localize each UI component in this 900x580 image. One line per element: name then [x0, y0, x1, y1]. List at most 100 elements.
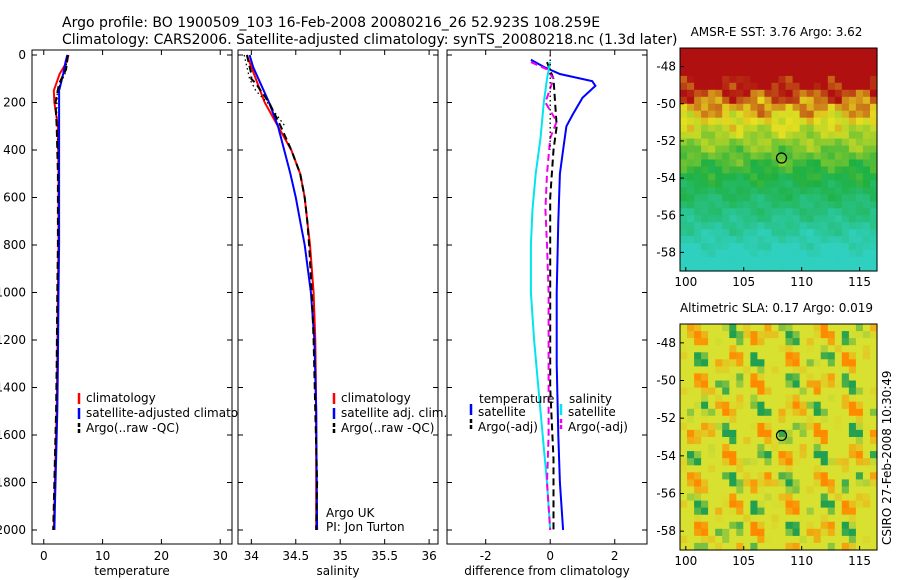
- heatmap-cell: [729, 437, 737, 445]
- heatmap-cell: [701, 194, 709, 202]
- heatmap-cell: [687, 437, 695, 445]
- heatmap-cell: [806, 338, 815, 346]
- heatmap-cell: [792, 180, 801, 188]
- heatmap-cell: [771, 243, 780, 251]
- heatmap-cell: [834, 61, 843, 70]
- heatmap-cell: [736, 145, 744, 154]
- heatmap-cell: [722, 194, 730, 202]
- heatmap-cell: [778, 75, 787, 84]
- heatmap-cell: [680, 542, 688, 551]
- heatmap-cell: [862, 408, 871, 417]
- heatmap-cell: [750, 159, 758, 168]
- heatmap-cell: [813, 429, 822, 438]
- heatmap-cell: [848, 408, 857, 417]
- heatmap-cell: [841, 103, 850, 112]
- heatmap-cell: [799, 180, 808, 188]
- heatmap-cell: [757, 324, 765, 332]
- heatmap-cell: [743, 465, 751, 473]
- heatmap-cell: [855, 75, 864, 84]
- heatmap-cell: [694, 110, 702, 119]
- heatmap-cell: [841, 68, 850, 77]
- heatmap-cell: [687, 486, 695, 495]
- series-line-argo-raw-qc-: [52, 54, 69, 531]
- heatmap-cell: [792, 110, 801, 119]
- x-tick-label: -2: [480, 549, 492, 563]
- heatmap-cell: [827, 159, 836, 168]
- heatmap-cell: [680, 250, 688, 258]
- heatmap-cell: [771, 89, 780, 98]
- heatmap-cell: [687, 451, 695, 459]
- heatmap-cell: [862, 89, 871, 98]
- heatmap-cell: [806, 201, 815, 209]
- heatmap-cell: [870, 514, 878, 523]
- heatmap-cell: [834, 131, 843, 140]
- heatmap-cell: [708, 222, 716, 230]
- heatmap-cell: [806, 429, 815, 438]
- heatmap-cell: [799, 145, 808, 154]
- heatmap-cell: [687, 401, 695, 410]
- heatmap-cell: [687, 250, 695, 258]
- heatmap-cell: [841, 324, 850, 332]
- heatmap-cell: [778, 345, 787, 353]
- heatmap-cell: [827, 82, 836, 91]
- heatmap-cell: [757, 152, 765, 161]
- heatmap-cell: [680, 514, 688, 523]
- heatmap-cell: [708, 264, 716, 272]
- heatmap-cell: [736, 243, 744, 251]
- heatmap-cell: [771, 180, 780, 188]
- heatmap-cell: [820, 194, 829, 202]
- heatmap-cell: [785, 96, 794, 105]
- heatmap-cell: [743, 528, 751, 537]
- heatmap-cell: [771, 194, 780, 202]
- x-tick-label: 0: [40, 549, 48, 563]
- heatmap-cell: [708, 373, 716, 382]
- heatmap-cell: [708, 366, 716, 375]
- heatmap-cell: [870, 55, 878, 63]
- heatmap-cell: [680, 366, 688, 375]
- heatmap-cell: [750, 479, 758, 488]
- heatmap-cell: [827, 173, 836, 181]
- heatmap-cell: [870, 507, 878, 516]
- heatmap-cell: [855, 124, 864, 133]
- heatmap-cell: [834, 415, 843, 424]
- heatmap-cell: [757, 394, 765, 403]
- heatmap-cell: [771, 250, 780, 258]
- heatmap-cell: [736, 166, 744, 175]
- heatmap-cell: [862, 458, 871, 466]
- heatmap-cell: [834, 359, 843, 367]
- heatmap-cell: [687, 152, 695, 161]
- heatmap-cell: [820, 486, 829, 495]
- heatmap-cell: [722, 429, 730, 438]
- heatmap-cell: [764, 82, 772, 91]
- heatmap-cell: [715, 521, 723, 530]
- heatmap-cell: [715, 493, 723, 502]
- heatmap-cell: [813, 366, 822, 375]
- heatmap-cell: [708, 458, 716, 466]
- heatmap-cell: [813, 373, 822, 382]
- heatmap-cell: [834, 401, 843, 410]
- heatmap-cell: [778, 359, 787, 367]
- heatmap-cell: [834, 166, 843, 175]
- heatmap-cell: [715, 507, 723, 516]
- heatmap-cell: [855, 215, 864, 223]
- heatmap-cell: [750, 201, 758, 209]
- heatmap-cell: [736, 89, 744, 98]
- heatmap-cell: [827, 264, 836, 272]
- heatmap-cell: [701, 257, 709, 265]
- heatmap-cell: [855, 152, 864, 161]
- heatmap-cell: [834, 264, 843, 272]
- heatmap-cell: [799, 444, 808, 452]
- heatmap-cell: [870, 451, 878, 459]
- heatmap-cell: [855, 208, 864, 216]
- heatmap-cell: [820, 236, 829, 244]
- heatmap-cell: [757, 451, 765, 459]
- heatmap-cell: [813, 152, 822, 161]
- heatmap-cell: [694, 507, 702, 516]
- heatmap-cell: [778, 138, 787, 147]
- heatmap-cell: [799, 500, 808, 509]
- heatmap-cell: [792, 507, 801, 516]
- heatmap-cell: [722, 89, 730, 98]
- heatmap-cell: [806, 131, 815, 140]
- heatmap-cell: [799, 152, 808, 161]
